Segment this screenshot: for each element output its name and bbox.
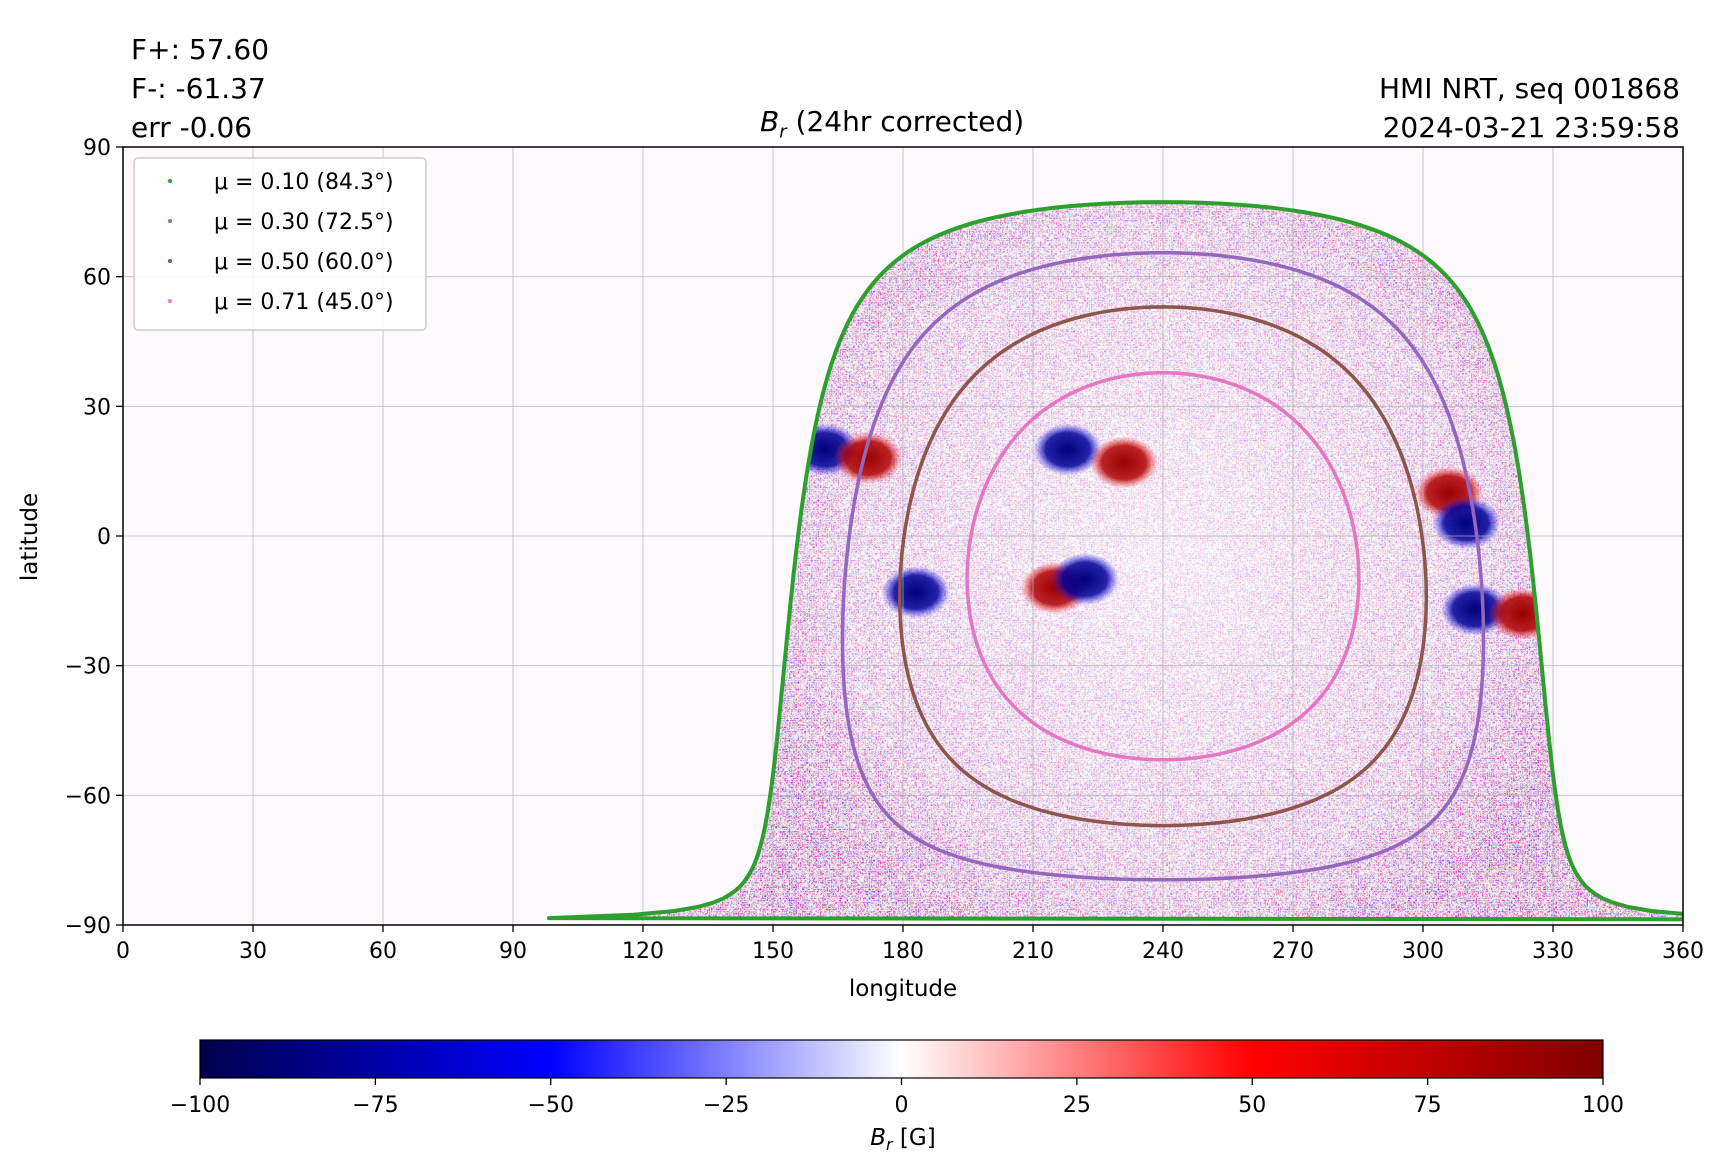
mu-contours [547,200,1683,922]
colorbar-label-unit: [G] [893,1125,936,1151]
colorbar-tick-label: 25 [1063,1093,1091,1118]
colorbar-tick-label: 100 [1582,1093,1624,1118]
chart-title: Br (24hr corrected) [760,105,1024,143]
legend: μ = 0.10 (84.3°) μ = 0.30 (72.5°) μ = 0.50… [133,157,427,331]
title-symbol: B [760,105,780,138]
colorbar-label: Br [G] [870,1125,935,1152]
legend-marker [168,299,172,303]
legend-entry: μ = 0.30 (72.5°) [214,210,394,235]
x-tick-label: 180 [882,939,924,964]
legend-entry: μ = 0.50 (60.0°) [214,250,394,275]
colorbar-tick-label: −50 [528,1093,574,1118]
colorbar [199,1039,1604,1079]
flux-negative-label: F-: -61.37 [131,72,266,105]
colorbar-tick-label: −100 [170,1093,230,1118]
title-subscript: r [779,121,787,143]
active-region [834,432,903,485]
flux-positive-label: F+: 57.60 [131,33,270,66]
x-tick-label: 300 [1402,939,1444,964]
colorbar-tick-label: 50 [1238,1093,1266,1118]
x-tick-label: 330 [1532,939,1574,964]
x-tick-label: 120 [622,939,664,964]
colorbar-tick-label: 75 [1414,1093,1442,1118]
y-tick-label: −60 [65,784,111,809]
x-ticks: 0 30 60 90 120 150 180 210 240 270 300 330 360 [116,925,1704,964]
x-tick-label: 30 [239,939,267,964]
y-tick-label: −30 [65,655,111,680]
y-tick-label: −90 [65,914,111,939]
mu-contour [547,200,1683,922]
mu-contour [897,305,1429,828]
y-tick-label: 90 [83,136,111,161]
active-region [882,566,950,619]
x-tick-label: 90 [499,939,527,964]
flux-error-label: err -0.06 [131,111,253,144]
colorbar-tick-label: −25 [703,1093,749,1118]
active-region [1432,497,1501,550]
y-tick-label: 0 [97,525,111,550]
instrument-label: HMI NRT, seq 001868 [1378,72,1680,105]
colorbar-label-subscript: r [886,1135,894,1152]
mu-contour [965,371,1361,762]
active-region [1033,423,1102,476]
legend-marker [168,259,172,263]
y-tick-label: 30 [83,395,111,420]
legend-marker [168,179,172,183]
legend-entry: μ = 0.10 (84.3°) [214,170,394,195]
y-ticks: −90 −60 −30 0 30 60 90 [65,136,123,939]
x-tick-label: 150 [752,939,794,964]
colorbar-tick-label: −75 [352,1093,398,1118]
x-tick-label: 0 [116,939,130,964]
x-tick-label: 360 [1662,939,1704,964]
x-axis-label: longitude [849,976,957,1002]
y-tick-label: 60 [83,266,111,291]
y-axis-label: latitude [17,493,43,581]
x-tick-label: 270 [1272,939,1314,964]
legend-box [133,157,427,331]
title-text: (24hr corrected) [786,105,1025,138]
legend-entry: μ = 0.71 (45.0°) [214,290,394,315]
colorbar-ticks: −100 −75 −50 −25 0 25 50 75 100 [170,1078,1624,1118]
x-tick-label: 240 [1142,939,1184,964]
mu-contour [840,250,1486,882]
colorbar-tick-label: 0 [895,1093,909,1118]
active-region [1051,553,1119,606]
legend-marker [168,219,172,223]
x-tick-label: 60 [369,939,397,964]
timestamp-label: 2024-03-21 23:59:58 [1382,111,1680,144]
colorbar-label-symbol: B [870,1125,886,1151]
active-region [1090,436,1158,489]
x-tick-label: 210 [1012,939,1054,964]
